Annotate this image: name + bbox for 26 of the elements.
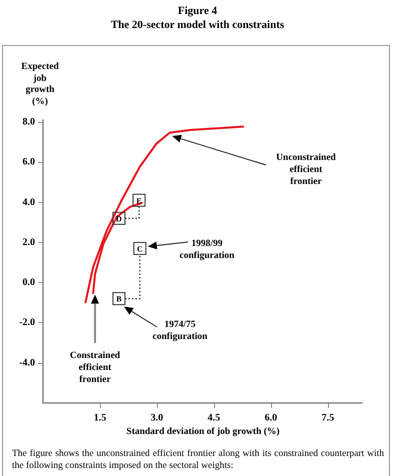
annotation: 1998/99 configuration (180, 239, 236, 261)
annotation: C (136, 244, 143, 254)
annotation: Constrained efficient frontier (70, 351, 121, 385)
x-tick-label: 4.5 (208, 412, 220, 424)
annotation: E (136, 196, 142, 206)
y-tick-label: 4.0 (22, 196, 35, 208)
y-tick-label: -2.0 (19, 317, 35, 328)
x-tick-label: 7.5 (322, 412, 334, 424)
x-tick-label: 3.0 (150, 412, 164, 424)
chart-title: Figure 4 (176, 4, 218, 18)
x-axis-title: Standard deviation of job growth (%) (125, 427, 281, 437)
y-tick-label: 6.0 (22, 156, 35, 168)
annotation: 1974/75 configuration (152, 320, 208, 342)
x-tick-label: 6.0 (264, 412, 278, 424)
text: The figure shows the unconstrained efficient frontier along with its constrained counterpart with the following constraints imposed on the sectoral weights: (12, 448, 384, 472)
y-tick-label: 0.0 (22, 277, 35, 288)
y-tick-label: -4.0 (19, 357, 35, 368)
chart-subtitle: The 20-sector model with constraints (110, 18, 286, 32)
annotation: B (116, 294, 122, 304)
line-series (84, 126, 244, 304)
x-tick-label: 1.5 (94, 412, 106, 424)
annotation: Unconstrained efficient frontier (276, 153, 337, 187)
y-tick-label: 2.0 (22, 236, 35, 248)
y-axis-title: Expected job growth (%) (20, 62, 60, 108)
annotation: D (116, 214, 122, 224)
y-tick-label: 8.0 (22, 116, 35, 128)
